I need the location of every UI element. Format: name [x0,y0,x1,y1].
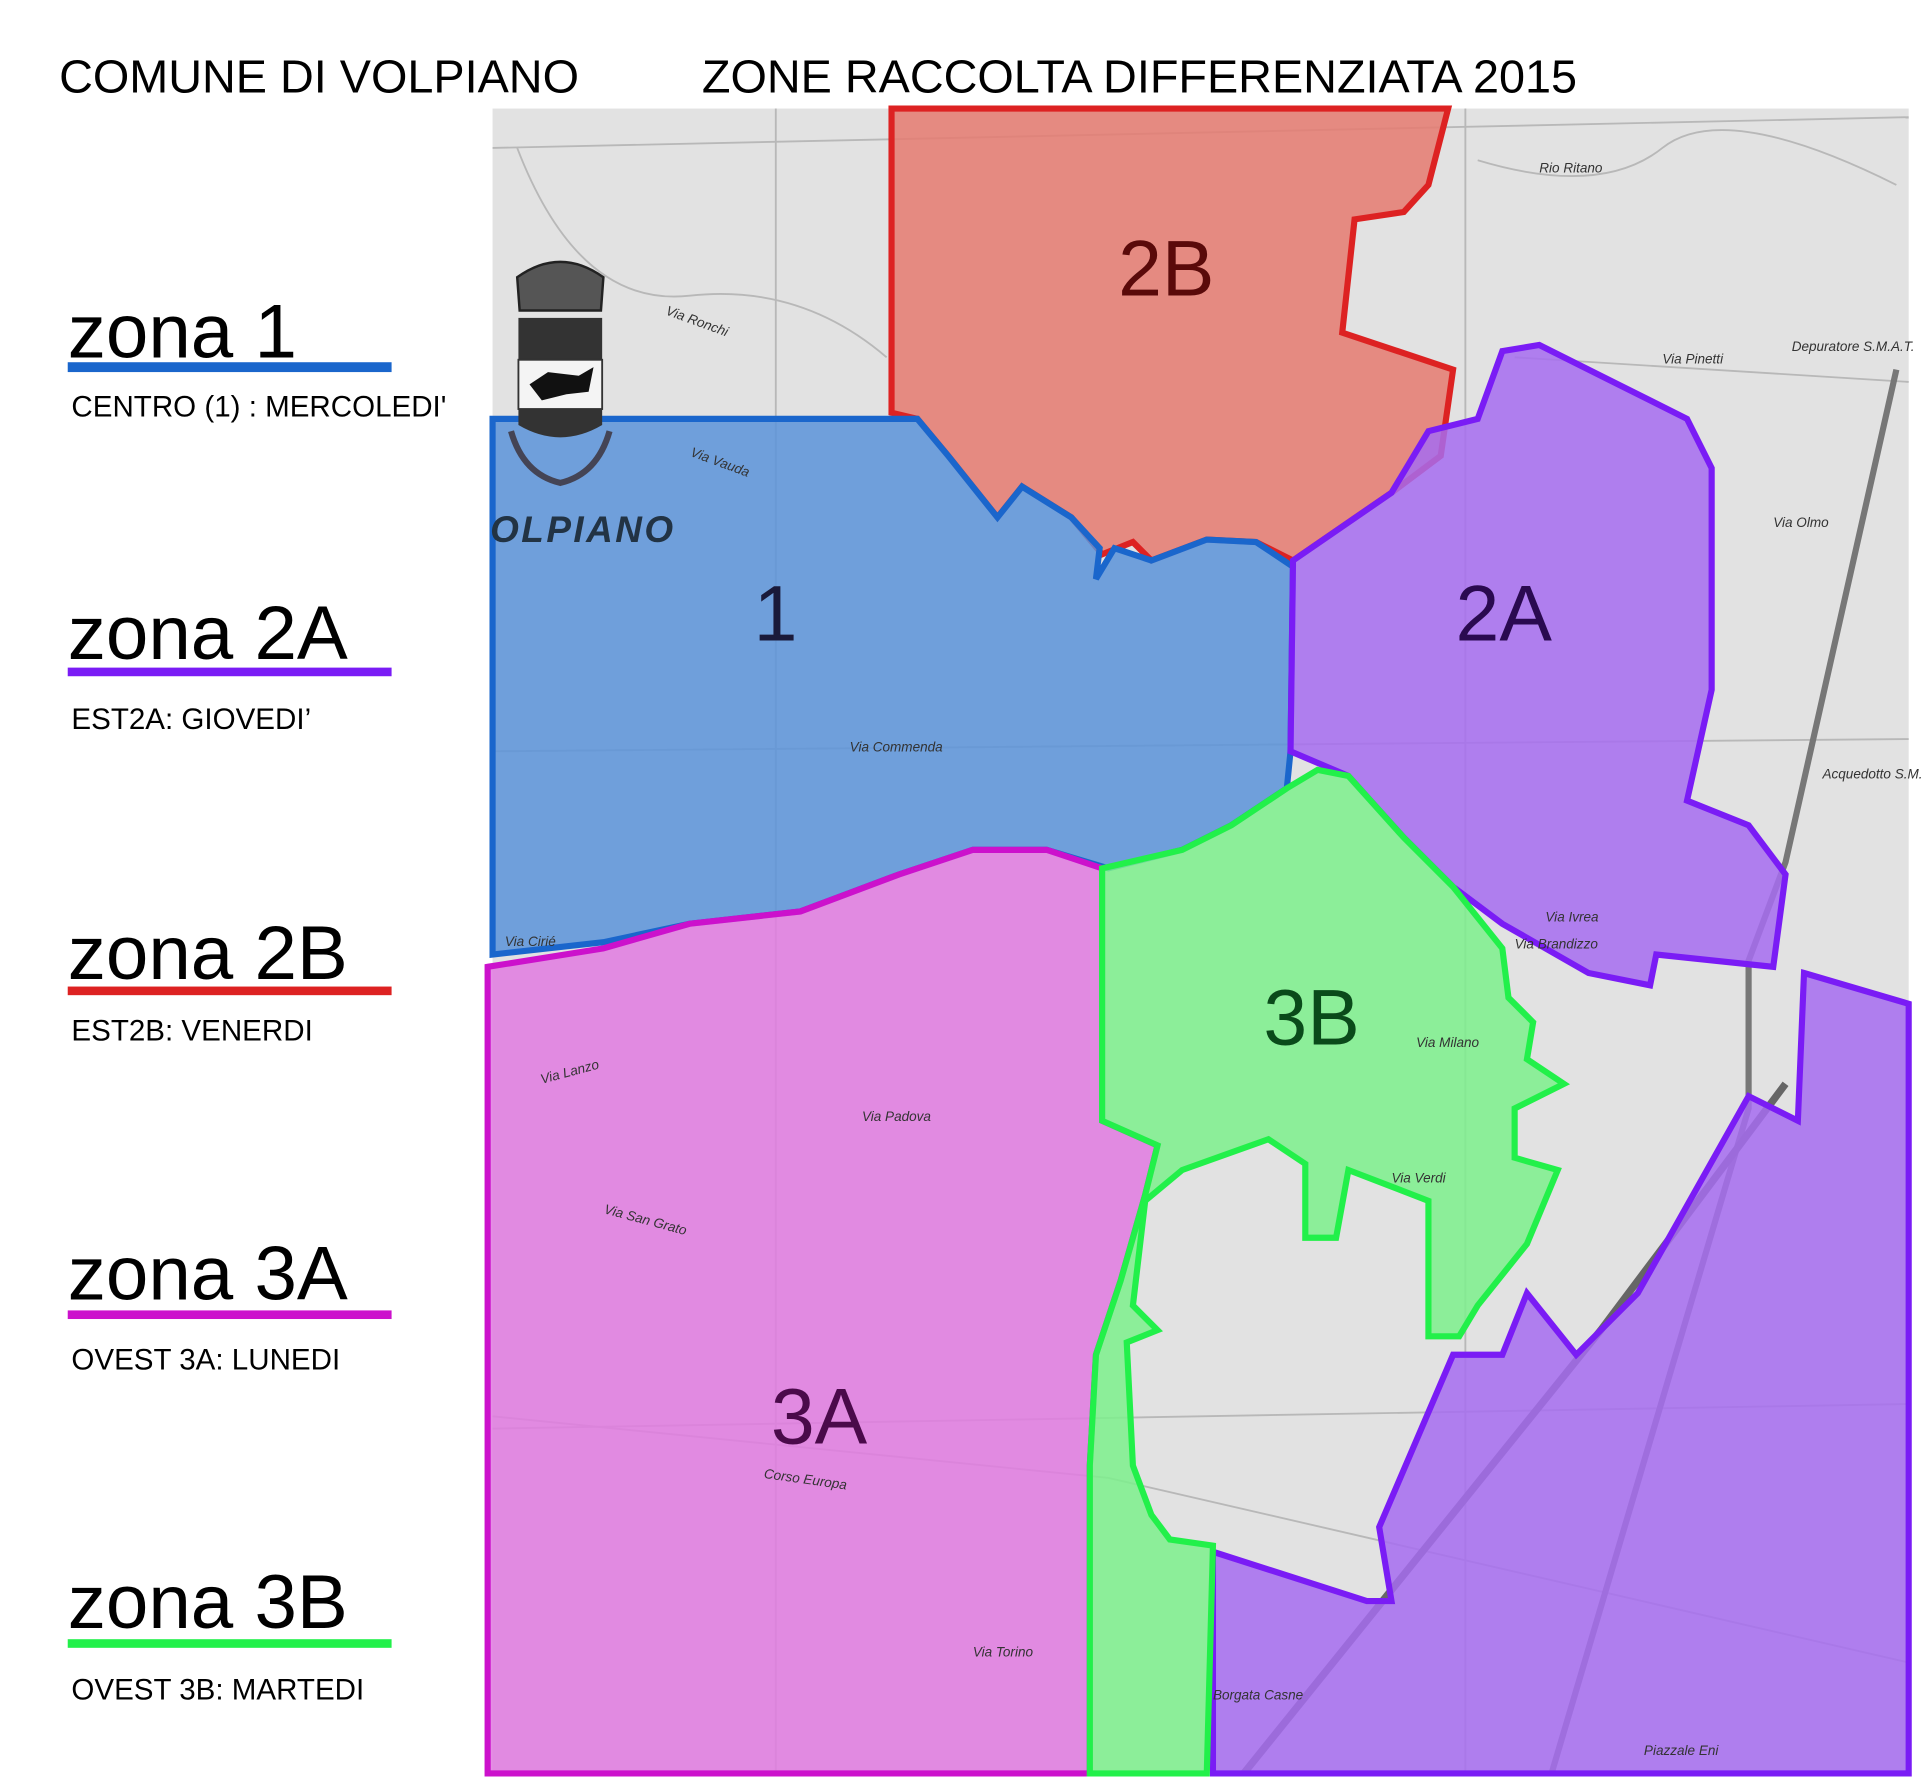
street-label: Piazzale Eni [1644,1743,1719,1758]
zone-label-2a: 2A [1456,570,1553,658]
zone-label-2b: 2B [1118,225,1214,313]
street-label: Via Ivrea [1545,909,1599,924]
zone-2a-south-area[interactable] [1209,968,1912,1777]
street-label: Via Brandizzo [1515,936,1599,951]
zone-3b-area[interactable] [1086,766,1571,1777]
legend-schedule: OVEST 3A: LUNEDI [71,1344,340,1377]
street-label: Via Cirié [505,934,556,949]
street-label: Acquedotto S.M.A.T. [1821,766,1921,781]
legend-label: zona 1 [68,289,297,374]
legend-swatch [67,986,392,996]
street-label: Via Pinetti [1662,351,1724,366]
legend-schedule: CENTRO (1) : MERCOLEDI' [71,390,446,423]
street-label: Via Torino [973,1644,1034,1659]
legend-label: zona 2A [68,591,348,676]
legend-swatch [67,1310,392,1320]
zone-3a-area[interactable] [484,846,1162,1777]
legend-zona-2b: zona 2B EST2B: VENERDI [67,911,392,1048]
coat-of-arms-icon [508,260,613,487]
street-label: Via Padova [862,1109,931,1124]
legend: zona 1 CENTRO (1) : MERCOLEDI' zona 2A E… [67,289,446,1707]
title-comune: COMUNE DI VOLPIANO [59,51,579,103]
legend-swatch [67,362,392,373]
street-label: Via Milano [1416,1035,1479,1050]
legend-schedule: EST2B: VENERDI [71,1015,312,1048]
legend-zona-1: zona 1 CENTRO (1) : MERCOLEDI' [67,289,446,423]
legend-swatch [67,667,392,677]
town-name: OLPIANO [490,509,676,550]
title-zone: ZONE RACCOLTA DIFFERENZIATA 2015 [702,51,1577,103]
zone-label-1: 1 [754,570,798,658]
legend-swatch [67,1639,392,1648]
legend-label: zona 3A [68,1231,348,1316]
legend-zona-3a: zona 3A OVEST 3A: LUNEDI [67,1231,392,1377]
street-label: Rio Ritano [1539,161,1603,176]
zone-label-3a: 3A [771,1372,868,1460]
legend-schedule: EST2A: GIOVEDI’ [71,703,311,736]
street-label: Via Olmo [1773,515,1829,530]
zone-label-3b: 3B [1263,973,1359,1061]
legend-label: zona 3B [68,1560,348,1645]
legend-label: zona 2B [68,911,348,996]
legend-zona-3b: zona 3B OVEST 3B: MARTEDI [67,1560,392,1707]
street-label: Depuratore S.M.A.T. [1792,339,1915,354]
legend-zona-2a: zona 2A EST2A: GIOVEDI’ [67,591,392,736]
street-label: Borgata Casne [1213,1688,1304,1703]
street-label: Via Verdi [1391,1170,1446,1185]
legend-schedule: OVEST 3B: MARTEDI [71,1674,364,1707]
street-label: Via Commenda [850,739,943,754]
